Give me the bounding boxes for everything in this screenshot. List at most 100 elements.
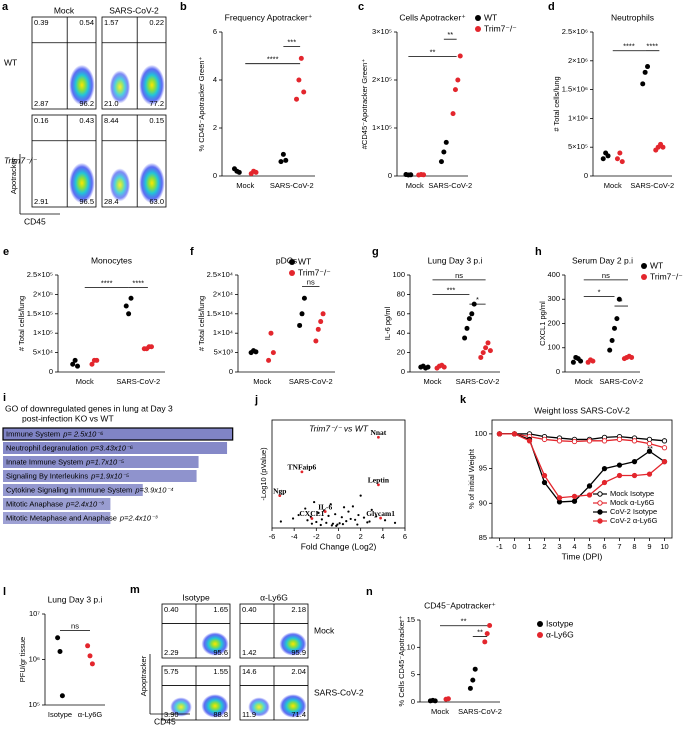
- y-tick-label: 1×10⁵: [372, 123, 392, 132]
- y-tick-label: 0: [584, 171, 588, 180]
- data-point: [356, 523, 359, 526]
- data-point: [306, 519, 309, 522]
- plot-frame: [491, 419, 673, 539]
- data-point: [462, 335, 468, 341]
- panel-letter: d: [548, 1, 555, 13]
- data-point: [57, 648, 63, 654]
- y-tick-label: 95: [479, 464, 487, 473]
- series-marker: [631, 438, 638, 444]
- quadrant-value: 95.6: [213, 648, 228, 657]
- series-marker: [631, 458, 638, 465]
- x-tick-label: -6: [269, 532, 276, 541]
- data-point: [329, 503, 332, 506]
- chart-title: Lung Day 3 p.i: [48, 594, 103, 604]
- x-tick-label: Mock: [424, 377, 442, 386]
- bar-label: Cytokine Signaling in Immune System: [6, 485, 132, 494]
- series-marker: [586, 483, 593, 489]
- series-marker: [571, 493, 578, 500]
- data-point: [421, 172, 427, 178]
- flow-plot-frame: [31, 16, 97, 110]
- y-tick-label: 0: [401, 367, 405, 376]
- data-point: [640, 81, 646, 87]
- y-tick-label: 0: [49, 367, 53, 376]
- chart-title: Cells Apotracker⁺: [399, 12, 466, 22]
- data-point: [301, 295, 307, 301]
- x-tick-label: Mock: [253, 377, 271, 386]
- y-tick-label: 5×10⁵: [568, 142, 588, 151]
- y-tick-label: 1.5×10⁵: [27, 309, 53, 318]
- data-point: [607, 347, 613, 353]
- series-marker: [646, 448, 653, 454]
- data-point: [467, 685, 473, 691]
- gene-label: CXCL1: [299, 509, 324, 518]
- value-label: p=2.4x10⁻³: [119, 513, 158, 522]
- y-axis-label: % of Initial Weight: [467, 448, 476, 509]
- quadrant-value: 1.65: [213, 605, 228, 614]
- quadrant-value: 0.22: [149, 18, 164, 27]
- y-tick-label: 0: [556, 367, 560, 376]
- data-point: [375, 515, 378, 518]
- chart-title: Lung Day 3 p.i: [428, 255, 483, 265]
- quadrant-value: 71.4: [291, 710, 306, 719]
- data-point: [445, 696, 451, 702]
- density: [248, 697, 270, 717]
- density: [170, 697, 192, 717]
- flow-plot-frame: [31, 114, 97, 208]
- data-point: [334, 513, 337, 516]
- data-point: [485, 340, 491, 346]
- legend-label: WT: [650, 260, 663, 270]
- value-label: p=2.4x10⁻³: [65, 499, 104, 508]
- data-point: [470, 677, 476, 683]
- data-point: [616, 296, 622, 302]
- significance-label: ns: [71, 621, 79, 630]
- data-point: [617, 150, 623, 156]
- series-marker: [601, 479, 608, 486]
- data-point: [298, 55, 304, 61]
- x-tick-label: Mock: [604, 181, 622, 190]
- x-tick-label: -2: [313, 532, 320, 541]
- series-marker: [571, 498, 578, 504]
- significance-label: ****: [267, 55, 279, 64]
- bar-label: Mitotic Anaphase: [6, 499, 63, 508]
- data-point: [317, 511, 320, 514]
- x-tick-label: SARS-CoV-2: [289, 377, 333, 386]
- panel-letter: f: [190, 246, 194, 258]
- panel-letter: i: [3, 392, 6, 404]
- y-tick-label: 80: [397, 289, 405, 298]
- x-tick-label: Mock: [575, 377, 593, 386]
- y-tick-label: 60: [397, 309, 405, 318]
- y-axis-label: CXCL1 pg/ml: [538, 301, 547, 346]
- row-label: SARS-CoV-2: [314, 687, 364, 697]
- data-point: [126, 311, 132, 317]
- data-point: [268, 330, 274, 336]
- y-tick-label: 2×10⁵: [372, 75, 392, 84]
- significance-label: ***: [287, 37, 296, 46]
- data-point: [315, 326, 321, 332]
- y-tick-label: 4: [213, 75, 217, 84]
- data-point: [487, 622, 493, 628]
- x-tick-label: SARS-CoV-2: [116, 377, 160, 386]
- y-tick-label: 1×10⁴: [213, 328, 233, 337]
- y-tick-label: 1×10⁵: [33, 328, 53, 337]
- y-axis-label: % CD45⁻Apotracker Green⁺: [197, 56, 206, 151]
- chart-title: Frequency Apotracker⁺: [225, 12, 313, 22]
- data-point: [59, 693, 65, 699]
- data-point: [357, 513, 360, 517]
- chart-title: Monocytes: [91, 255, 132, 265]
- chart-title: Serum Day 2 p.i: [572, 255, 633, 265]
- panel-letter: n: [366, 586, 373, 598]
- legend-marker: [537, 632, 543, 638]
- y-tick-label: 15: [407, 615, 415, 624]
- highlight-point: [379, 516, 383, 520]
- y-tick-label: 5×10⁴: [33, 348, 53, 357]
- quadrant-value: 11.9: [242, 710, 256, 719]
- highlight-point: [377, 483, 380, 487]
- data-point: [383, 519, 387, 522]
- density: [139, 162, 165, 204]
- x-tick-label: SARS-CoV-2: [270, 181, 314, 190]
- x-tick-label: 6: [602, 542, 606, 551]
- data-point: [450, 111, 456, 117]
- x-tick-label: Mock: [406, 181, 424, 190]
- quadrant-value: 63.0: [149, 197, 164, 206]
- data-point: [297, 513, 300, 517]
